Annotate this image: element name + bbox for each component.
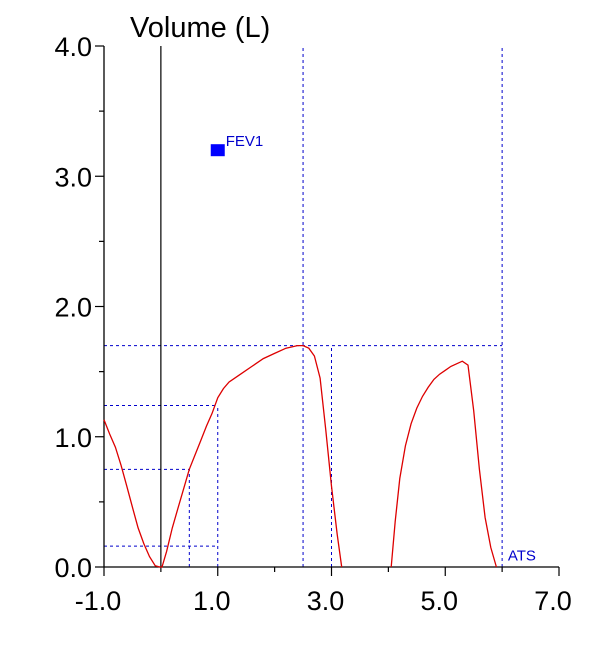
volume-curve bbox=[390, 360, 498, 568]
y-tick-label: 0.0 bbox=[54, 553, 92, 583]
volume-curves bbox=[103, 344, 498, 568]
x-tick-label: 3.0 bbox=[307, 586, 345, 616]
chart-title: Volume (L) bbox=[130, 12, 270, 44]
fev1-label: FEV1 bbox=[226, 133, 264, 150]
ats-label: ATS bbox=[508, 547, 536, 564]
fev1-marker bbox=[210, 144, 225, 157]
x-tick-label: 7.0 bbox=[534, 586, 572, 616]
y-tick-label: 2.0 bbox=[54, 293, 92, 323]
y-tick-label: 1.0 bbox=[54, 423, 92, 453]
tick-labels: 0.0 1.0 2.0 3.0 4.0 -1.0 1.0 3.0 5.0 7.0 bbox=[54, 32, 571, 616]
markers: FEV1 ATS bbox=[210, 133, 536, 564]
volume-curve bbox=[103, 344, 343, 568]
y-tick-label: 4.0 bbox=[54, 32, 92, 62]
x-tick-label: -1.0 bbox=[75, 586, 122, 616]
y-tick-label: 3.0 bbox=[54, 162, 92, 192]
x-tick-label: 5.0 bbox=[420, 586, 458, 616]
x-tick-label: 1.0 bbox=[193, 586, 231, 616]
guide-lines bbox=[104, 46, 503, 567]
tick-marks bbox=[95, 45, 560, 576]
